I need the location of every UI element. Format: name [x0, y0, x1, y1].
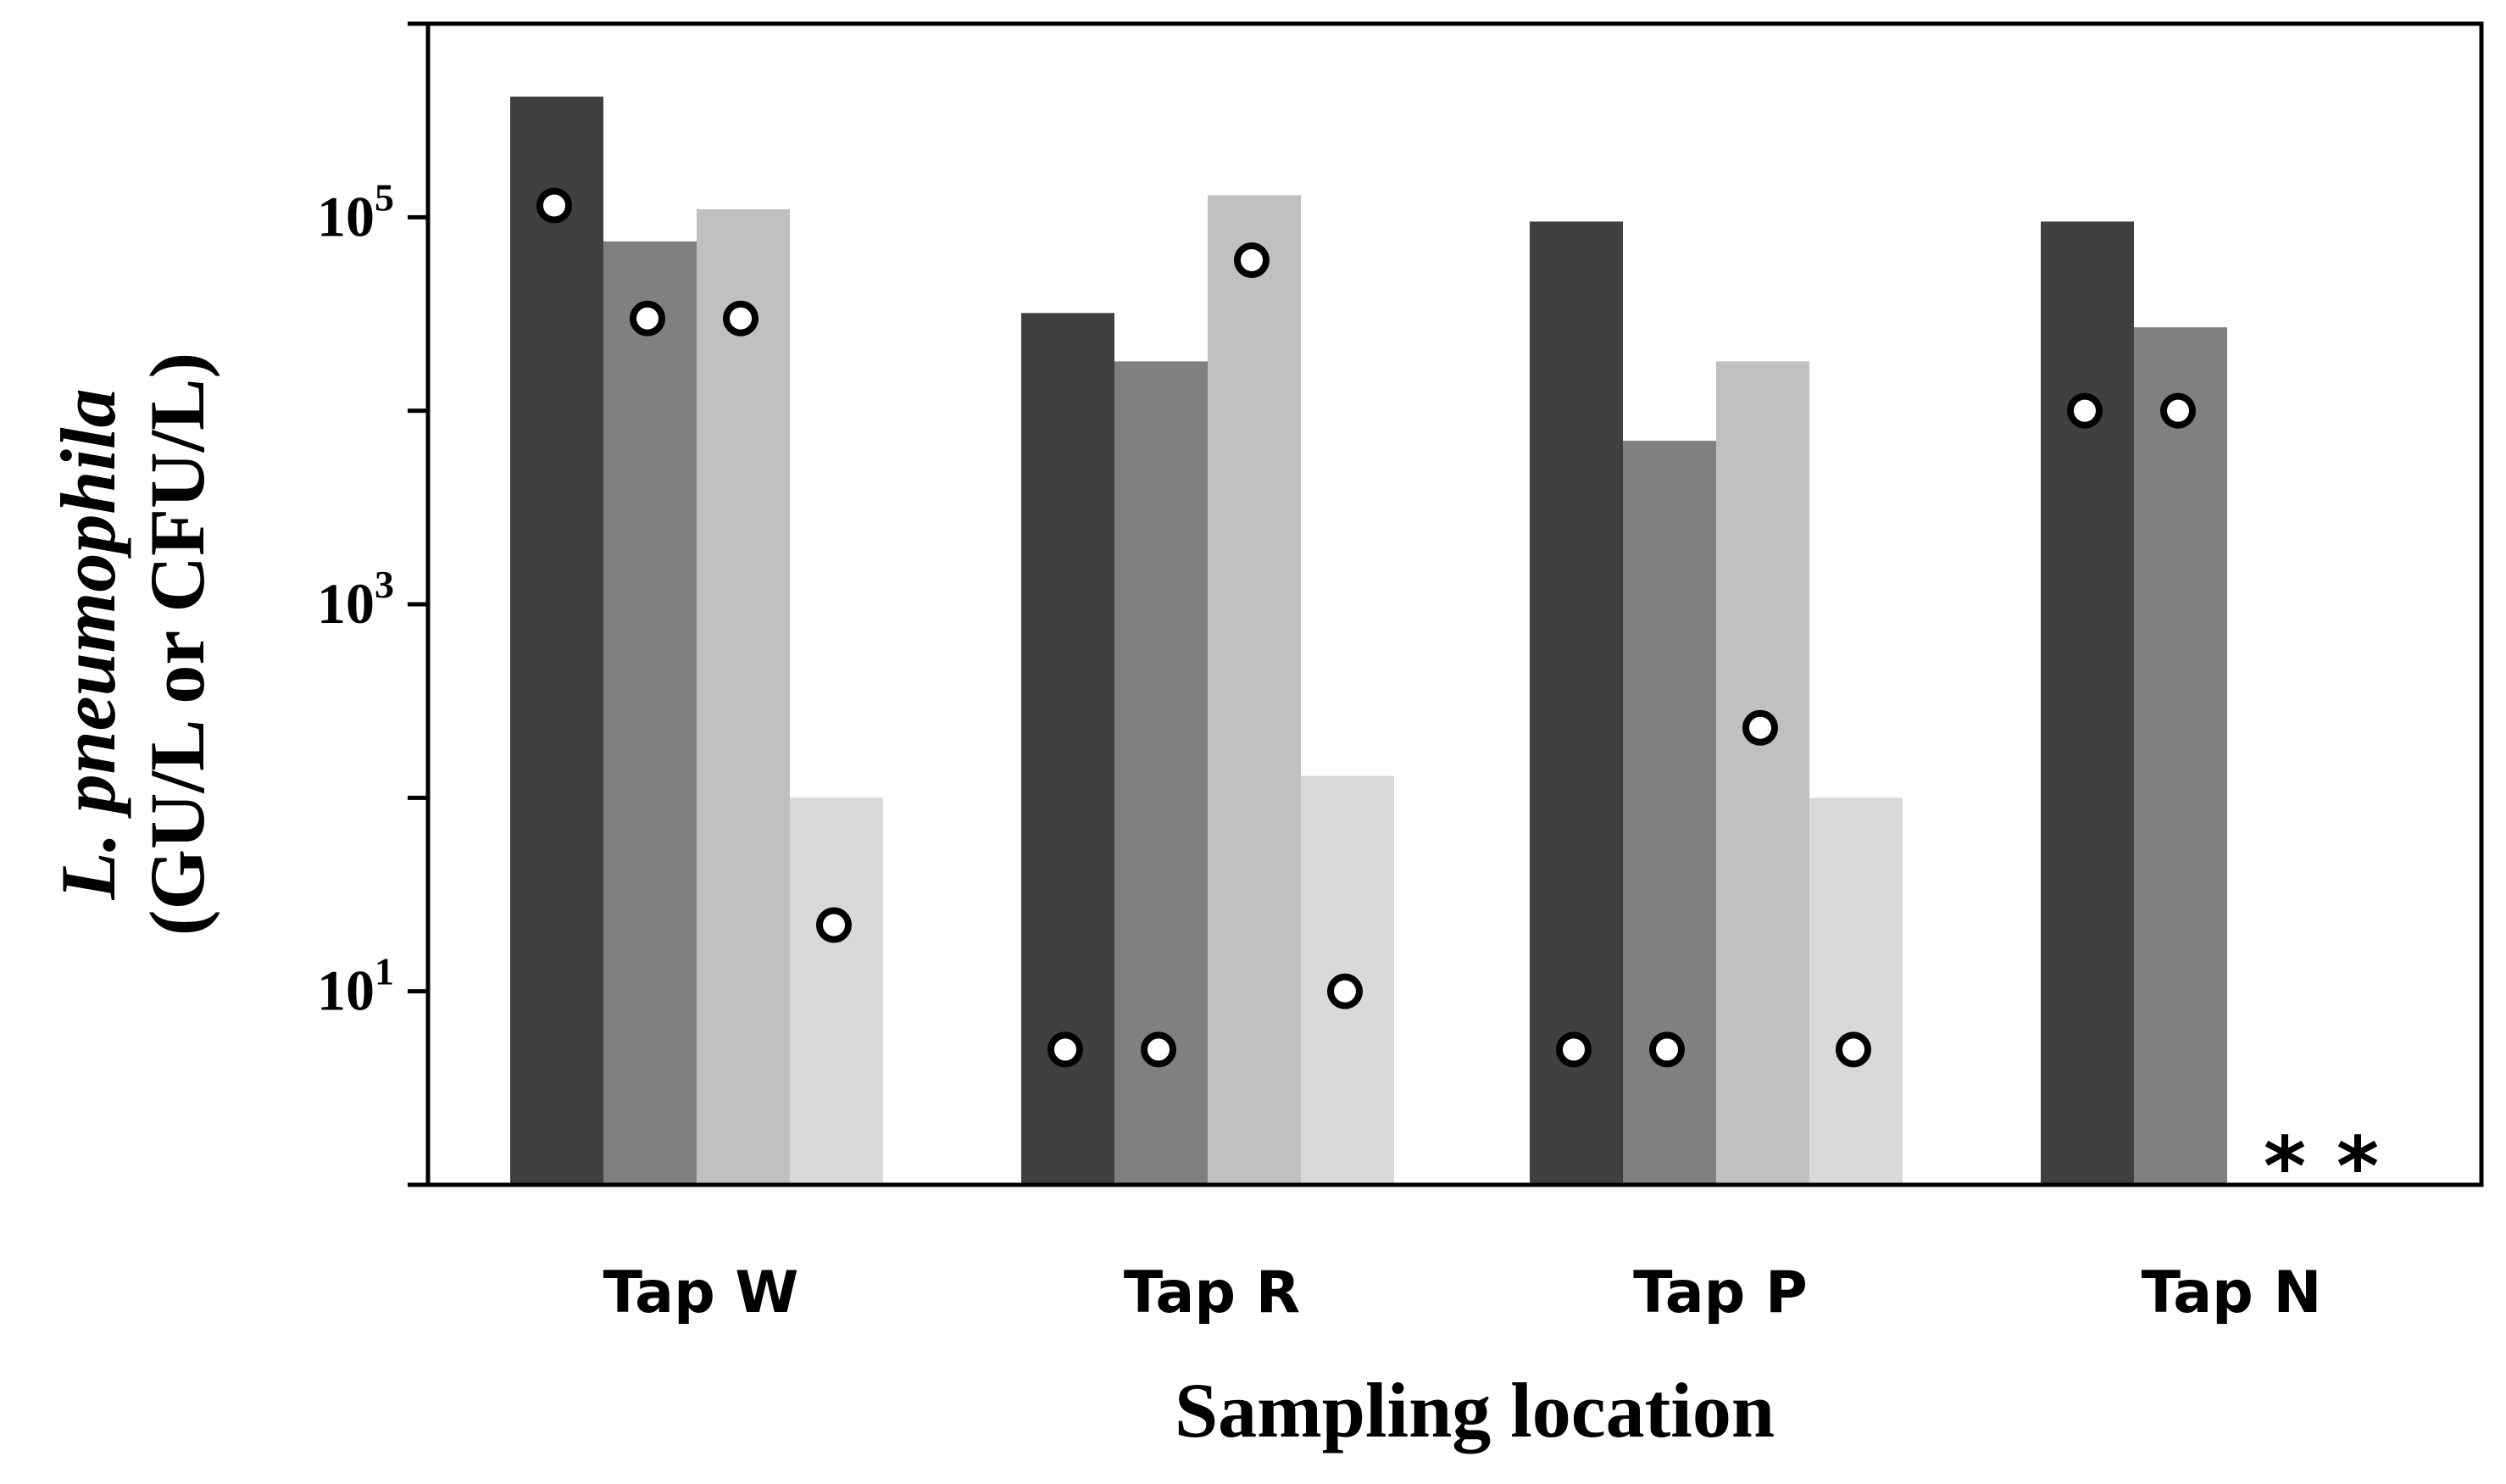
bar-tap-w-series-1: [510, 97, 603, 1185]
annotation-asterisk-2: *: [2337, 1120, 2379, 1214]
bar-tap-p-series-3: [1716, 361, 1809, 1185]
marker-tap-w-series-2: [630, 300, 665, 336]
bar-tap-w-series-4: [790, 798, 883, 1185]
marker-tap-w-series-4: [816, 907, 852, 943]
y-axis-title-italic: L. pneumophila: [45, 388, 131, 900]
marker-tap-p-series-1: [1556, 1031, 1592, 1068]
labels-layer: Sampling location L. pneumophila (GU/L o…: [45, 353, 1775, 1453]
y-tick-label-5: 105: [317, 175, 394, 248]
marker-tap-p-series-2: [1649, 1031, 1685, 1068]
y-tick-label-1: 101: [317, 950, 394, 1023]
marker-tap-n-series-1: [2067, 392, 2103, 429]
marker-tap-r-series-3: [1234, 242, 1270, 278]
annotations-layer: * *: [2264, 1120, 2379, 1214]
bar-tap-n-series-2: [2134, 327, 2227, 1185]
marker-tap-p-series-4: [1836, 1031, 1871, 1068]
bar-tap-n-series-1: [2041, 221, 2134, 1185]
bar-tap-w-series-3: [697, 208, 790, 1186]
marker-tap-w-series-1: [536, 187, 572, 224]
x-tick-label-tap-w: Tap W: [603, 1259, 799, 1326]
bar-tap-p-series-2: [1623, 441, 1716, 1185]
x-tick-label-tap-n: Tap N: [2142, 1259, 2322, 1326]
marker-tap-n-series-2: [2160, 392, 2196, 429]
markers-layer: [536, 187, 2196, 1068]
bars-layer: [510, 97, 2227, 1186]
marker-tap-r-series-1: [1047, 1031, 1083, 1068]
axes-layer: 101 103 105 Tap W Tap R Tap P Tap N: [317, 21, 2484, 1326]
annotation-asterisk-1: *: [2264, 1120, 2306, 1214]
y-axis-title-units: (GU/L or CFU/L): [134, 353, 220, 936]
marker-tap-p-series-3: [1742, 709, 1778, 746]
bar-tap-r-series-3: [1208, 195, 1301, 1185]
marker-tap-r-series-2: [1141, 1031, 1176, 1068]
x-axis-title: Sampling location: [1175, 1367, 1775, 1453]
y-tick-label-3: 103: [317, 563, 394, 636]
bar-tap-w-series-2: [603, 241, 697, 1185]
x-tick-label-tap-p: Tap P: [1633, 1259, 1808, 1326]
bar-tap-p-series-4: [1809, 798, 1903, 1185]
marker-tap-w-series-3: [723, 300, 758, 336]
bar-tap-p-series-1: [1530, 221, 1623, 1185]
x-tick-label-tap-r: Tap R: [1124, 1259, 1300, 1326]
marker-tap-r-series-4: [1327, 973, 1363, 1009]
